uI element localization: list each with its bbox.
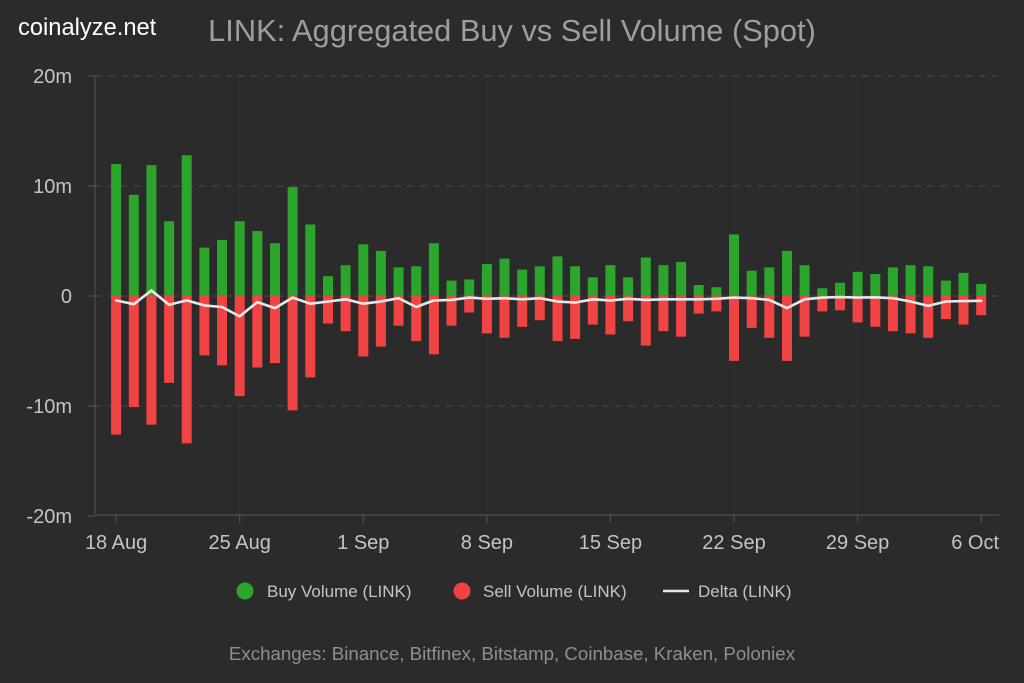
svg-text:0: 0: [61, 286, 72, 308]
svg-text:-20m: -20m: [26, 506, 72, 528]
svg-text:1 Sep: 1 Sep: [337, 532, 389, 554]
svg-text:18 Aug: 18 Aug: [85, 532, 147, 554]
svg-text:Buy Volume (LINK): Buy Volume (LINK): [267, 582, 412, 601]
svg-text:25 Aug: 25 Aug: [209, 532, 271, 554]
svg-text:22 Sep: 22 Sep: [702, 532, 765, 554]
svg-text:8 Sep: 8 Sep: [461, 532, 513, 554]
svg-text:10m: 10m: [33, 176, 72, 198]
svg-text:coinalyze.net: coinalyze.net: [18, 15, 157, 41]
svg-text:6 Oct: 6 Oct: [951, 532, 999, 554]
svg-text:Sell Volume (LINK): Sell Volume (LINK): [483, 582, 627, 601]
svg-text:29 Sep: 29 Sep: [826, 532, 889, 554]
svg-text:15 Sep: 15 Sep: [579, 532, 642, 554]
svg-text:Delta (LINK): Delta (LINK): [698, 582, 792, 601]
svg-text:Exchanges: Binance, Bitfinex,: Exchanges: Binance, Bitfinex, Bitstamp, …: [229, 643, 796, 664]
svg-text:-10m: -10m: [26, 396, 72, 418]
svg-text:20m: 20m: [33, 66, 72, 88]
svg-text:LINK: Aggregated Buy vs Sell V: LINK: Aggregated Buy vs Sell Volume (Spo…: [208, 13, 816, 48]
